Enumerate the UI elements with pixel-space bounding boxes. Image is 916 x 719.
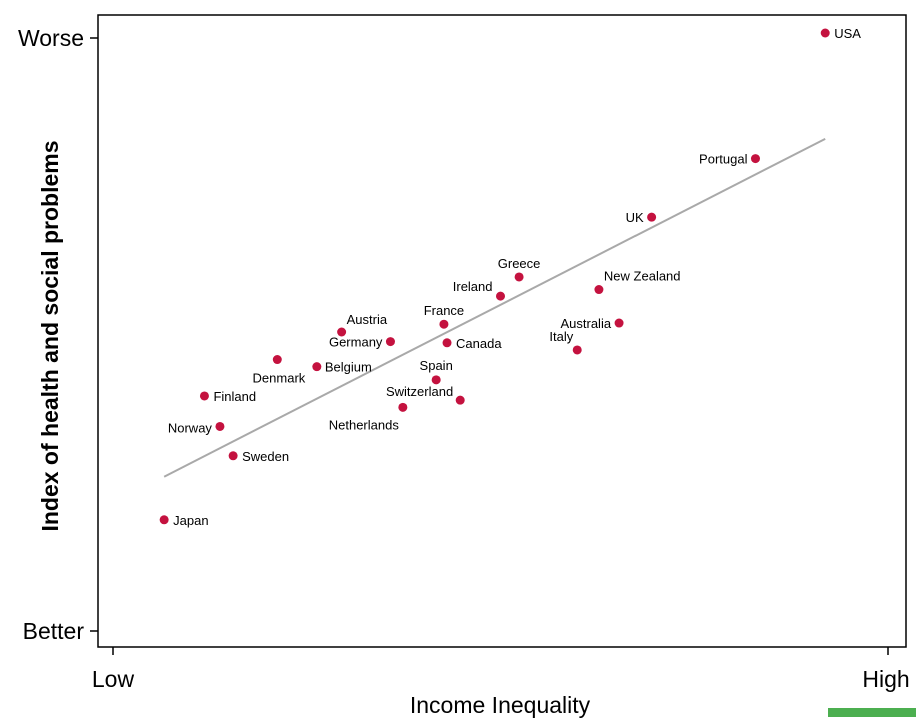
trend-line: [163, 137, 826, 478]
point-label-norway: Norway: [168, 420, 213, 435]
point-label-germany: Germany: [329, 335, 383, 350]
data-point-germany: [385, 337, 395, 347]
point-label-netherlands: Netherlands: [329, 417, 400, 432]
point-label-spain: Spain: [420, 358, 453, 373]
bottom-accent-bar: [828, 708, 916, 717]
data-point-greece: [514, 272, 524, 282]
point-label-sweden: Sweden: [242, 449, 289, 464]
plot-frame: [97, 14, 907, 648]
y-tick-label-worse: Worse: [18, 25, 84, 51]
data-point-australia: [614, 318, 624, 328]
data-point-spain: [431, 375, 441, 385]
data-point-austria: [337, 327, 347, 337]
point-label-japan: Japan: [173, 513, 208, 528]
y-tick-label-better: Better: [23, 618, 85, 644]
data-point-switzerland: [455, 395, 465, 405]
data-point-finland: [199, 391, 209, 401]
point-label-ireland: Ireland: [453, 279, 493, 294]
point-label-finland: Finland: [213, 389, 256, 404]
point-label-greece: Greece: [498, 256, 541, 271]
point-label-usa: USA: [834, 26, 861, 41]
data-point-portugal: [750, 154, 760, 164]
data-point-belgium: [312, 362, 322, 372]
data-point-france: [439, 319, 449, 329]
x-tick-label-high: High: [862, 666, 909, 692]
point-label-austria: Austria: [347, 312, 388, 327]
point-label-australia: Australia: [560, 316, 611, 331]
data-point-netherlands: [398, 402, 408, 412]
point-label-portugal: Portugal: [699, 152, 748, 167]
point-label-uk: UK: [626, 210, 644, 225]
data-point-ireland: [496, 291, 505, 301]
data-point-sweden: [228, 451, 238, 461]
point-label-canada: Canada: [456, 336, 502, 351]
point-label-france: France: [424, 303, 464, 318]
data-point-usa: [820, 28, 830, 38]
points-layer: USA Portugal UK Greece Ireland New Zealand Aus…: [159, 26, 861, 528]
point-label-new-zealand: New Zealand: [604, 269, 681, 284]
data-point-norway: [215, 421, 225, 431]
point-label-italy: Italy: [549, 329, 573, 344]
data-point-denmark: [272, 355, 282, 365]
y-axis-title: Index of health and social problems: [37, 140, 63, 531]
data-point-new-zealand: [594, 285, 604, 295]
data-point-canada: [442, 338, 452, 348]
data-point-italy: [572, 345, 582, 355]
x-axis-title: Income Inequality: [410, 692, 591, 718]
data-point-japan: [159, 515, 169, 525]
data-point-uk: [647, 212, 657, 222]
x-tick-label-low: Low: [92, 666, 135, 692]
point-label-switzerland: Switzerland: [386, 384, 453, 399]
point-label-denmark: Denmark: [253, 371, 306, 386]
point-label-belgium: Belgium: [325, 360, 372, 375]
